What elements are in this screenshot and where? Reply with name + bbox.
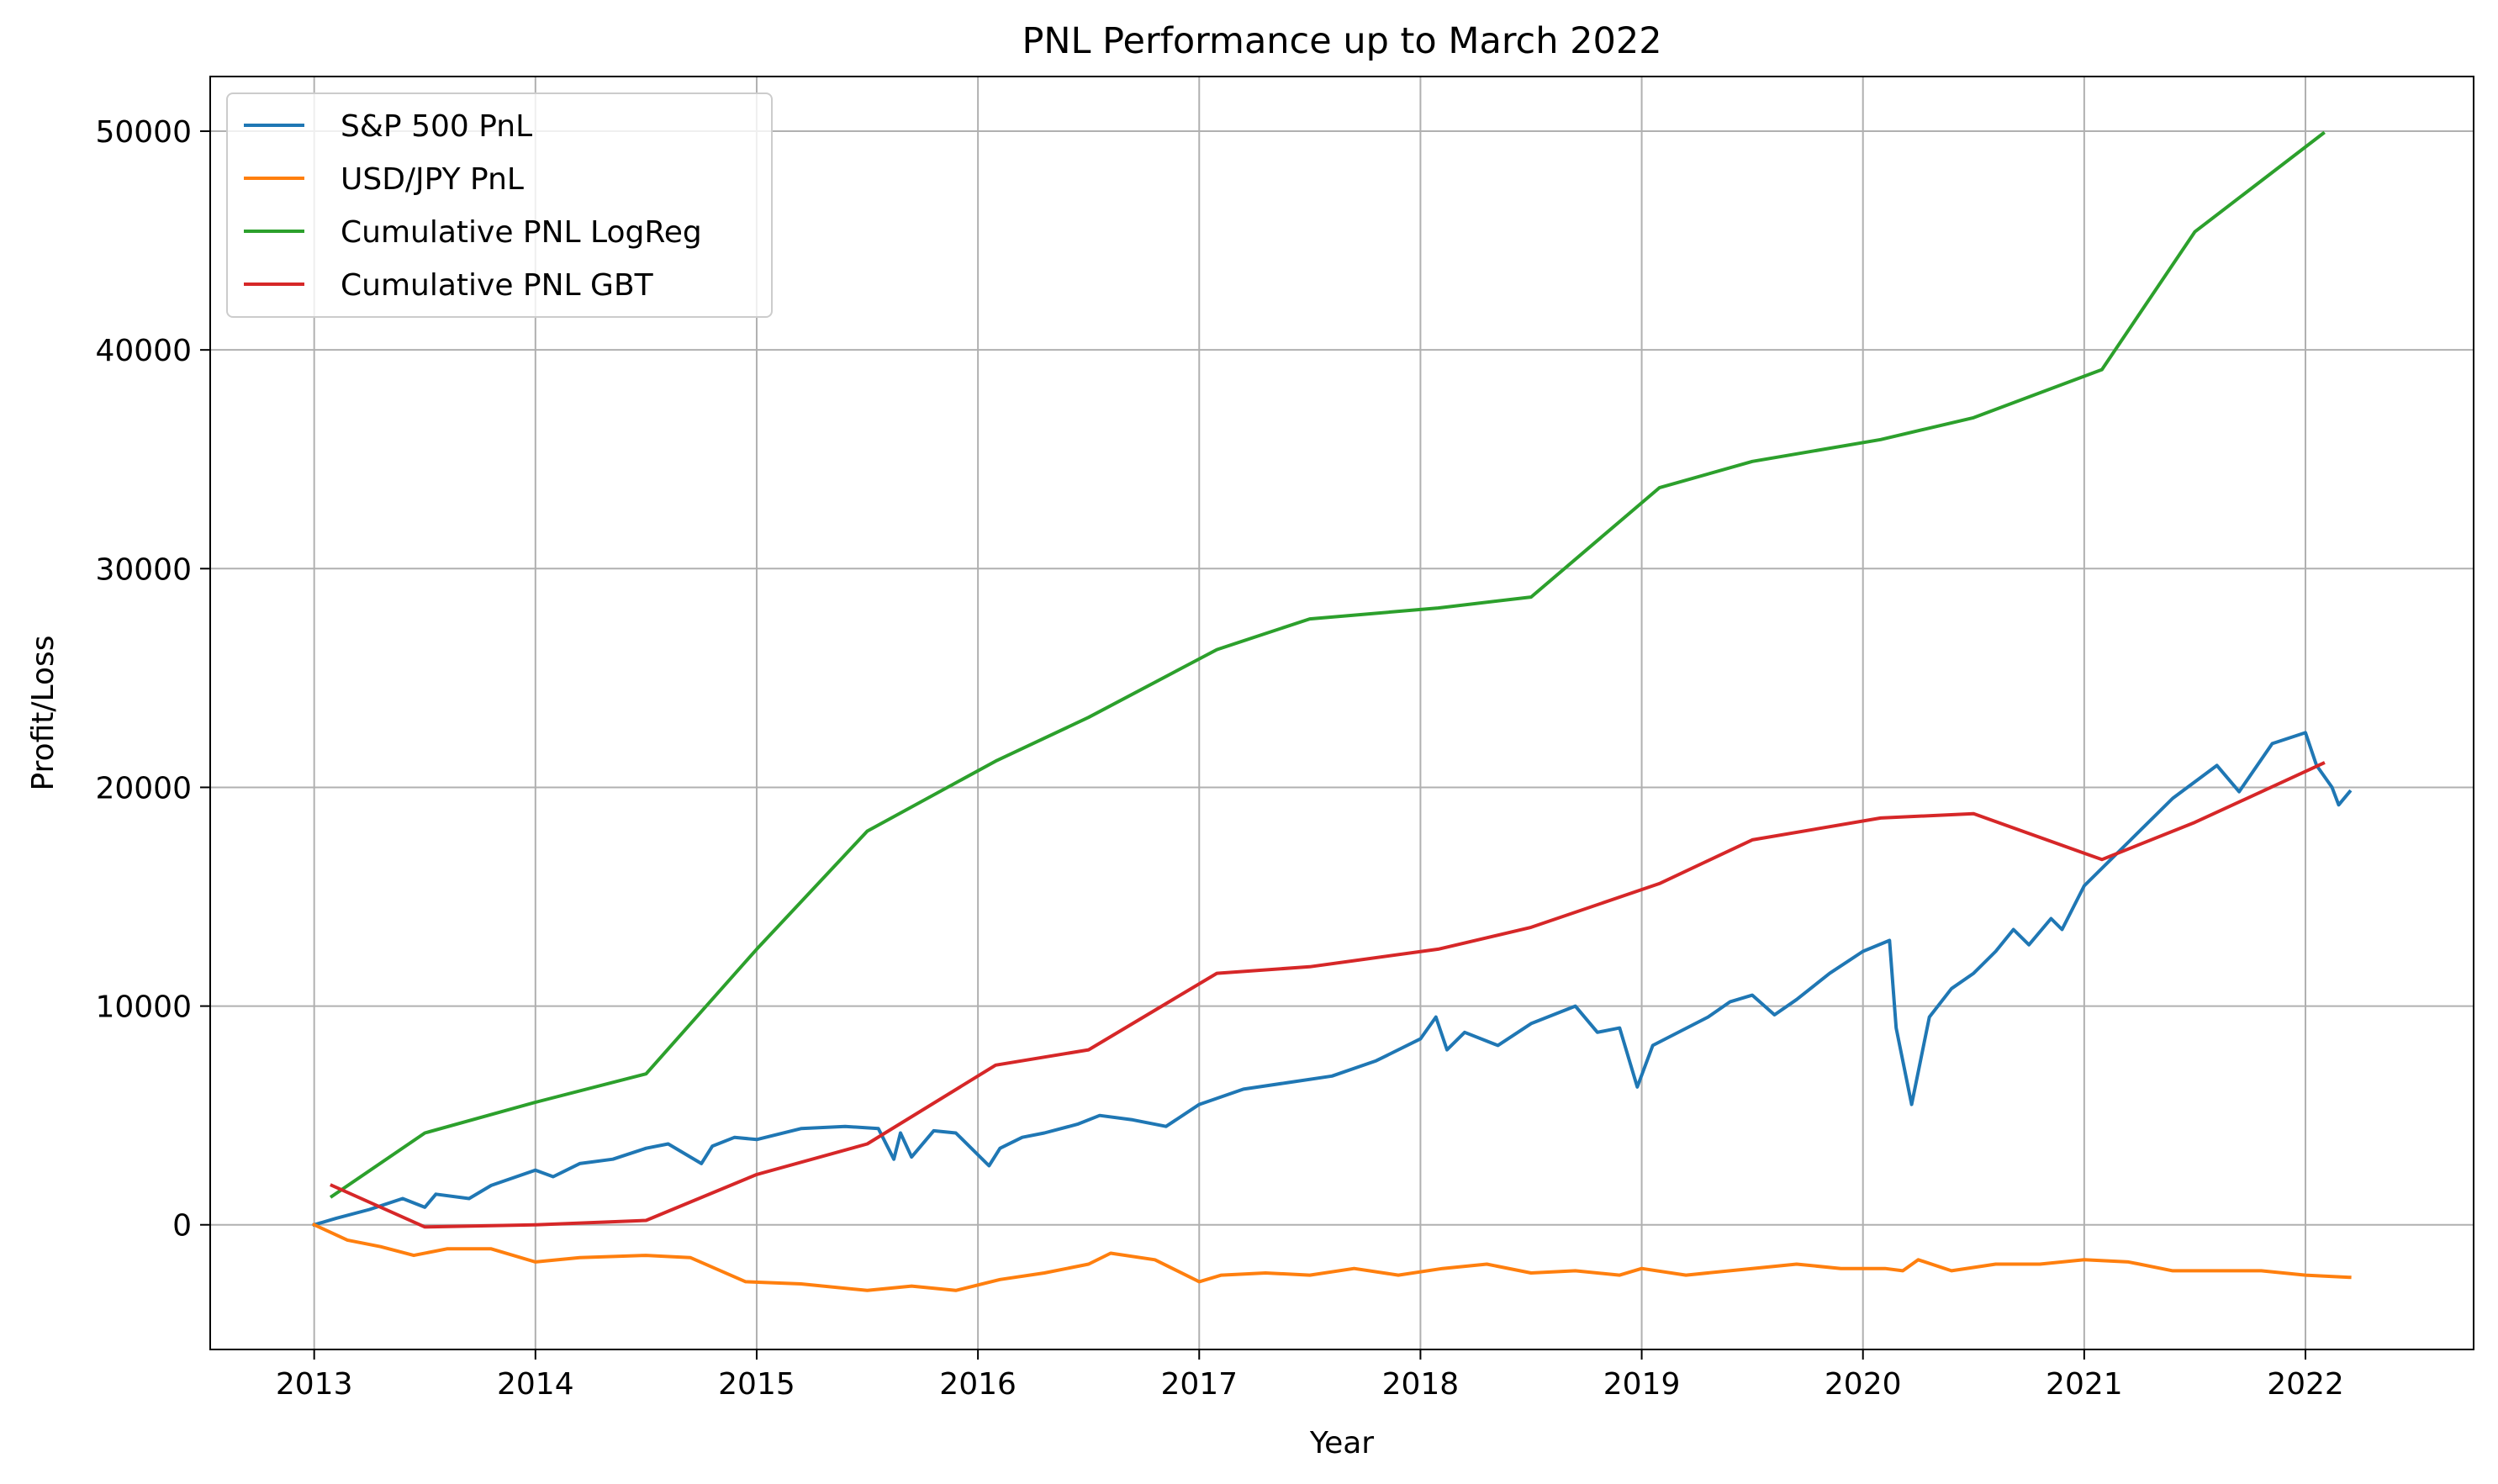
x-axis-title: Year xyxy=(1309,1426,1374,1460)
y-tick-label: 0 xyxy=(172,1209,192,1244)
y-tick-label: 40000 xyxy=(95,334,192,368)
series-line-usd-jpy-pnl xyxy=(312,1223,2352,1292)
y-tick-label: 30000 xyxy=(95,552,192,587)
x-tick-label: 2019 xyxy=(1603,1367,1681,1402)
legend-box xyxy=(226,92,773,318)
y-tick-label: 50000 xyxy=(95,115,192,150)
series-lines xyxy=(312,130,2353,1292)
x-tick-label: 2015 xyxy=(718,1367,795,1402)
legend-label: Cumulative PNL GBT xyxy=(341,268,654,303)
x-tick-label: 2022 xyxy=(2267,1367,2344,1402)
plot-frame xyxy=(209,76,2474,1350)
x-tick-label: 2013 xyxy=(276,1367,353,1402)
series-line-cumulative-pnl-gbt xyxy=(330,761,2326,1229)
series-line-s-p-500-pnl xyxy=(312,731,2353,1228)
x-tick-label: 2018 xyxy=(1382,1367,1460,1402)
series-line-cumulative-pnl-logreg xyxy=(329,130,2326,1199)
x-tick-label: 2017 xyxy=(1160,1367,1238,1402)
x-tick-label: 2016 xyxy=(939,1367,1017,1402)
x-tick-label: 2014 xyxy=(497,1367,574,1402)
y-axis-title: Profit/Loss xyxy=(26,636,61,791)
chart-title: PNL Performance up to March 2022 xyxy=(1022,20,1661,62)
legend-label: USD/JPY PnL xyxy=(341,162,524,197)
x-tick-label: 2021 xyxy=(2046,1367,2123,1402)
y-tick-label: 20000 xyxy=(95,771,192,805)
axis-ticks: 2013 2014 2015 2016 2017 2018 2019 2020 2021 2022… xyxy=(95,115,2343,1402)
legend-label: Cumulative PNL LogReg xyxy=(341,215,702,250)
legend-label: S&P 500 PnL xyxy=(341,109,532,144)
y-tick-label: 10000 xyxy=(95,990,192,1025)
x-tick-label: 2020 xyxy=(1825,1367,1902,1402)
legend: S&P 500 PnL USD/JPY PnL Cumulative PNL Log… xyxy=(226,92,773,318)
